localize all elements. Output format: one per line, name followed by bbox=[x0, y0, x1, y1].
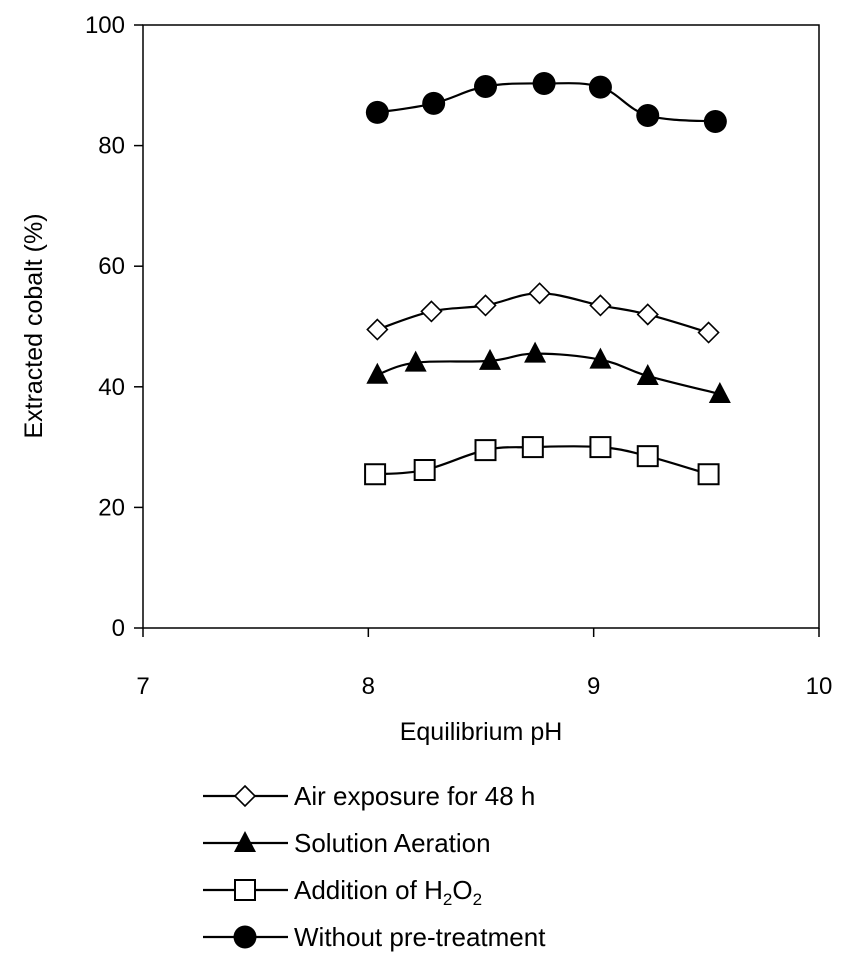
legend-label: Addition of H2O2 bbox=[294, 875, 482, 909]
data-point bbox=[474, 439, 497, 462]
x-tick-label: 7 bbox=[136, 673, 149, 700]
y-tick-label: 40 bbox=[98, 374, 125, 401]
series-2 bbox=[364, 436, 720, 486]
legend-marker bbox=[233, 784, 257, 808]
y-tick-label: 100 bbox=[85, 12, 125, 39]
data-point bbox=[474, 75, 498, 99]
data-point bbox=[364, 463, 387, 486]
data-point bbox=[589, 347, 612, 369]
data-point bbox=[589, 436, 612, 459]
legend-label: Without pre-treatment bbox=[294, 922, 546, 952]
data-point bbox=[366, 318, 389, 341]
legend-marker bbox=[233, 925, 257, 949]
data-point bbox=[422, 91, 446, 115]
x-axis-title: Equilibrium pH bbox=[400, 718, 563, 746]
data-point bbox=[474, 294, 497, 317]
y-tick-label: 0 bbox=[112, 615, 125, 642]
data-point bbox=[521, 436, 544, 459]
data-point bbox=[636, 103, 660, 127]
data-point bbox=[366, 362, 389, 384]
data-point bbox=[420, 300, 443, 323]
series-0 bbox=[366, 282, 720, 344]
legend-marker bbox=[234, 831, 256, 852]
y-tick-label: 60 bbox=[98, 253, 125, 280]
x-axis: 7 8 9 10 bbox=[136, 628, 832, 700]
series-layer bbox=[364, 71, 731, 486]
y-tick-label: 20 bbox=[98, 494, 125, 521]
series-3 bbox=[365, 71, 727, 133]
legend-label: Air exposure for 48 h bbox=[294, 781, 535, 811]
data-point bbox=[697, 463, 720, 486]
data-point bbox=[528, 282, 551, 305]
x-tick-label: 8 bbox=[362, 673, 375, 700]
y-tick-label: 80 bbox=[98, 133, 125, 160]
data-point bbox=[588, 75, 612, 99]
data-point bbox=[636, 363, 659, 385]
x-tick-label: 9 bbox=[587, 673, 600, 700]
data-point bbox=[703, 109, 727, 133]
data-point bbox=[479, 348, 502, 370]
legend-label: Solution Aeration bbox=[294, 828, 491, 858]
legend-marker bbox=[234, 879, 256, 901]
data-point bbox=[532, 71, 556, 95]
legend: Air exposure for 48 h Solution Aeration Ad… bbox=[203, 781, 546, 952]
data-point bbox=[404, 350, 427, 372]
data-point bbox=[708, 382, 731, 404]
legend-entry: Air exposure for 48 h bbox=[203, 781, 535, 811]
data-point bbox=[636, 445, 659, 468]
data-point bbox=[413, 459, 436, 482]
legend-entry: Solution Aeration bbox=[203, 828, 491, 858]
series-1 bbox=[366, 341, 731, 404]
data-point bbox=[524, 341, 547, 363]
data-point bbox=[365, 100, 389, 124]
y-axis: 0 20 40 60 80 100 bbox=[85, 12, 143, 642]
data-point bbox=[636, 303, 659, 326]
data-point bbox=[697, 321, 720, 344]
y-axis-title: Extracted cobalt (%) bbox=[20, 213, 48, 438]
data-point bbox=[589, 294, 612, 317]
legend-entry: Addition of H2O2 bbox=[203, 875, 482, 909]
x-tick-label: 10 bbox=[806, 673, 833, 700]
legend-entry: Without pre-treatment bbox=[203, 922, 546, 952]
